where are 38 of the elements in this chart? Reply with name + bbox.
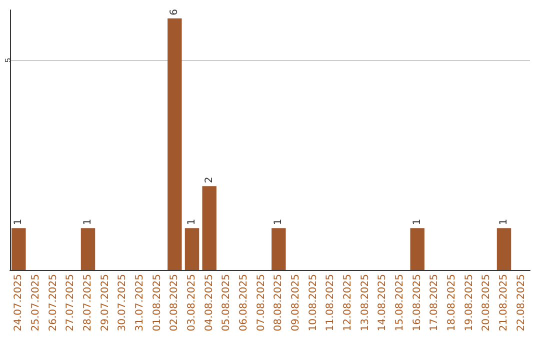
data-label: 1 — [82, 218, 94, 226]
x-tick-label: 20.08.2025 — [481, 274, 492, 332]
x-tick-label: 07.08.2025 — [256, 274, 267, 332]
data-label: 1 — [412, 218, 423, 226]
x-tick-label: 25.07.2025 — [30, 274, 42, 332]
x-tick-label: 31.07.2025 — [134, 274, 146, 332]
x-tick-label: 21.08.2025 — [498, 274, 510, 332]
x-tick-label: 15.08.2025 — [394, 274, 406, 332]
x-tick-label: 22.08.2025 — [516, 274, 527, 332]
data-label: 1 — [186, 218, 198, 226]
x-tick-label: 19.08.2025 — [464, 274, 475, 332]
data-label: 6 — [169, 9, 180, 16]
data-label: 1 — [498, 218, 510, 226]
x-tick-label: 05.08.2025 — [221, 274, 232, 332]
x-tick-label: 03.08.2025 — [186, 274, 198, 332]
x-tick-label: 04.08.2025 — [204, 274, 215, 332]
x-tick-label: 24.07.2025 — [13, 274, 24, 332]
data-label: 1 — [13, 218, 24, 226]
x-tick-label: 16.08.2025 — [412, 274, 423, 332]
x-tick-label: 13.08.2025 — [360, 274, 371, 332]
x-tick-label: 06.08.2025 — [238, 274, 250, 332]
x-tick-label: 11.08.2025 — [325, 274, 336, 332]
x-tick-label: 09.08.2025 — [290, 274, 302, 332]
x-tick-label: 28.07.2025 — [82, 274, 94, 332]
x-tick-label: 27.07.2025 — [65, 274, 76, 332]
x-tick-label: 02.08.2025 — [169, 274, 180, 332]
x-tick-label: 14.08.2025 — [377, 274, 388, 332]
x-tick-label: 26.07.2025 — [48, 274, 59, 332]
data-label: 2 — [204, 176, 215, 184]
x-tick-label: 01.08.2025 — [152, 274, 163, 332]
x-tick-label: 30.07.2025 — [117, 274, 128, 332]
x-tick-label: 17.08.2025 — [429, 274, 440, 332]
x-tick-label: 08.08.2025 — [273, 274, 284, 332]
x-tick-label: 29.07.2025 — [100, 274, 111, 332]
x-tick-label: 10.08.2025 — [308, 274, 319, 332]
data-label: 1 — [273, 218, 284, 226]
x-tick-label: 12.08.2025 — [342, 274, 354, 332]
x-tick-label: 18.08.2025 — [446, 274, 458, 332]
